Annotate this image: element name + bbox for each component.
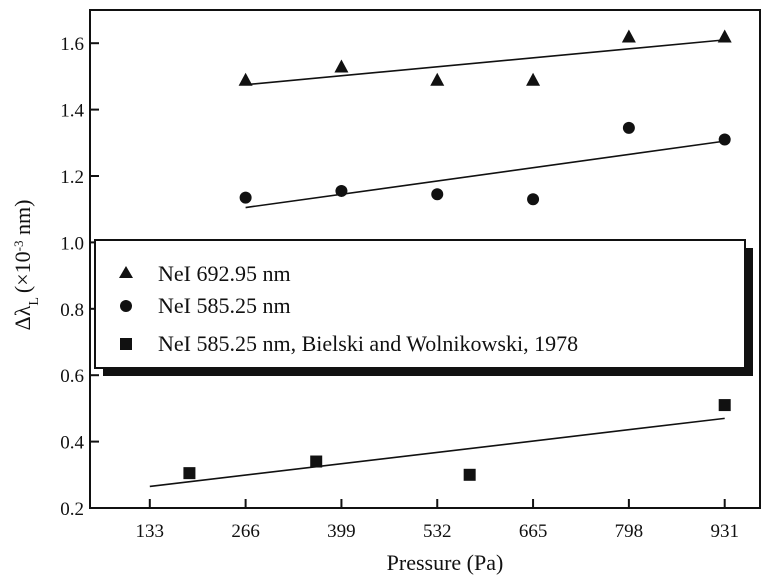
point-series-2 <box>527 193 540 206</box>
fit-line-series-2 <box>245 140 725 209</box>
y-axis-title-sup: -3 <box>11 240 26 251</box>
y-tick-label: 1.0 <box>60 233 84 254</box>
point-series-2 <box>239 191 252 204</box>
y-tick-label: 1.4 <box>60 101 84 122</box>
plot-frame <box>89 9 761 509</box>
point-series-2 <box>718 133 731 146</box>
x-ticks: 133 266 399 532 665 798 931 <box>136 499 739 542</box>
x-tick-label: 798 <box>615 521 644 542</box>
legend-marker-circle <box>120 300 132 312</box>
x-tick-label: 931 <box>710 521 739 542</box>
y-tick-label: 0.2 <box>60 499 84 520</box>
x-axis-title: Pressure (Pa) <box>387 550 504 575</box>
point-series-3 <box>310 455 323 468</box>
fit-line-series-1 <box>245 39 725 86</box>
y-tick-label: 0.4 <box>60 433 84 454</box>
y-axis-title-pre: (×10 <box>10 251 35 293</box>
legend: NeI 692.95 nm NeI 585.25 nm NeI 585.25 n… <box>94 239 753 376</box>
data-points <box>183 29 732 481</box>
x-tick-label: 399 <box>327 521 356 542</box>
y-axis-title-post: nm) <box>10 200 35 241</box>
y-axis-title-sub: L <box>27 297 42 306</box>
y-tick-label: 1.6 <box>60 34 84 55</box>
legend-label-series-2: NeI 585.25 nm <box>158 293 291 318</box>
point-series-2 <box>335 184 348 197</box>
x-tick-label: 665 <box>519 521 548 542</box>
legend-label-series-1: NeI 692.95 nm <box>158 261 291 286</box>
point-series-2 <box>431 188 444 201</box>
x-tick-label: 133 <box>136 521 165 542</box>
y-tick-label: 0.6 <box>60 366 84 387</box>
y-ticks: 0.2 0.4 0.6 0.8 1.0 1.2 1.4 1.6 <box>60 34 99 520</box>
y-axis-title: ΔλL (×10-3 nm) <box>10 200 42 331</box>
x-tick-label: 266 <box>231 521 260 542</box>
x-tick-label: 532 <box>423 521 452 542</box>
fit-line-series-3 <box>149 417 725 488</box>
y-tick-label: 0.8 <box>60 300 84 321</box>
point-series-3 <box>183 467 196 480</box>
point-series-1 <box>621 29 636 43</box>
point-series-1 <box>430 72 445 86</box>
point-series-3 <box>463 468 476 481</box>
point-series-3 <box>718 399 731 412</box>
legend-box <box>94 239 746 369</box>
point-series-1 <box>334 59 349 73</box>
legend-marker-triangle <box>119 266 133 278</box>
legend-label-series-3: NeI 585.25 nm, Bielski and Wolnikowski, … <box>158 331 578 356</box>
point-series-2 <box>622 121 635 134</box>
fit-lines <box>149 39 725 488</box>
point-series-1 <box>238 72 253 86</box>
y-axis-title-main: Δλ <box>10 305 35 330</box>
point-series-1 <box>717 29 732 43</box>
legend-marker-square <box>120 338 132 350</box>
point-series-1 <box>526 72 541 86</box>
y-tick-label: 1.2 <box>60 167 84 188</box>
